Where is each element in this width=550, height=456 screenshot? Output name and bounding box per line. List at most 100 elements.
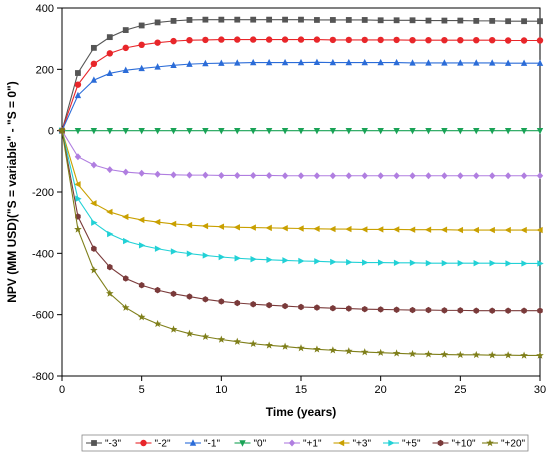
- data-point: [425, 59, 432, 66]
- data-point: [250, 58, 257, 66]
- data-point: [138, 41, 145, 48]
- data-point: [361, 127, 368, 135]
- data-point: [202, 16, 209, 23]
- series-group: [58, 127, 544, 180]
- data-point: [377, 259, 385, 266]
- data-point: [186, 127, 193, 135]
- data-point: [170, 290, 177, 298]
- data-point: [520, 172, 528, 180]
- data-point: [298, 257, 305, 265]
- data-point: [424, 350, 433, 358]
- data-point: [520, 37, 528, 44]
- data-point: [265, 36, 273, 43]
- data-point: [170, 61, 177, 69]
- data-point: [281, 58, 289, 66]
- data-point: [122, 27, 129, 33]
- data-point: [441, 259, 449, 267]
- data-point: [536, 226, 543, 234]
- data-point: [441, 172, 448, 180]
- data-point: [121, 303, 130, 311]
- legend-label: "+20": [501, 439, 526, 450]
- data-point: [74, 127, 82, 135]
- data-point: [536, 351, 544, 359]
- data-point: [472, 226, 479, 234]
- data-point: [106, 127, 113, 135]
- x-axis-title: Time (years): [266, 405, 336, 419]
- data-point: [441, 17, 448, 24]
- data-point: [537, 18, 543, 25]
- series-group: [59, 127, 544, 267]
- data-point: [393, 172, 400, 180]
- data-point: [281, 224, 288, 232]
- data-point: [441, 307, 448, 314]
- data-point: [409, 172, 416, 180]
- data-point: [122, 168, 129, 176]
- data-point: [202, 127, 209, 135]
- data-point: [424, 226, 432, 233]
- data-point: [281, 342, 289, 350]
- data-point: [138, 242, 146, 249]
- data-point: [329, 225, 336, 233]
- data-point: [408, 226, 416, 233]
- series-line: [61, 19, 540, 131]
- data-point: [154, 63, 161, 70]
- data-point: [58, 126, 66, 134]
- data-point: [138, 169, 145, 177]
- data-point: [504, 37, 512, 44]
- data-point: [138, 282, 145, 289]
- x-tick-label: 5: [139, 384, 145, 396]
- data-point: [170, 37, 177, 45]
- y-tick-label: -600: [32, 310, 54, 322]
- data-point: [489, 37, 496, 44]
- data-point: [106, 166, 113, 174]
- data-point: [154, 245, 162, 252]
- data-point: [138, 127, 145, 135]
- data-point: [234, 16, 241, 23]
- data-point: [536, 37, 544, 44]
- legend-marker: [91, 440, 97, 446]
- data-point: [361, 305, 368, 313]
- data-point: [457, 37, 464, 44]
- data-point: [473, 172, 480, 180]
- data-point: [90, 266, 98, 274]
- data-point: [282, 302, 288, 310]
- data-point: [74, 181, 81, 188]
- data-point: [408, 349, 417, 358]
- data-point: [298, 16, 304, 23]
- data-point: [217, 223, 225, 230]
- legend-marker: [288, 439, 296, 447]
- series-line: [61, 130, 540, 265]
- data-point: [234, 36, 241, 43]
- data-point: [185, 221, 193, 229]
- data-point: [537, 260, 544, 267]
- data-point: [170, 248, 178, 255]
- data-point: [265, 224, 272, 232]
- x-tick-label: 25: [454, 384, 466, 396]
- data-point: [106, 289, 114, 297]
- data-point: [313, 58, 321, 65]
- series-group: [58, 36, 544, 134]
- data-point: [185, 329, 194, 337]
- data-point: [234, 171, 241, 179]
- data-point: [313, 36, 321, 43]
- data-point: [345, 17, 352, 23]
- data-point: [202, 296, 209, 303]
- data-point: [457, 17, 464, 24]
- data-point: [345, 172, 352, 180]
- data-point: [457, 127, 464, 135]
- data-point: [489, 17, 496, 24]
- data-point: [106, 34, 113, 41]
- data-point: [488, 226, 495, 234]
- series-line: [61, 61, 540, 131]
- data-point: [75, 195, 82, 202]
- data-point: [504, 59, 512, 66]
- data-point: [75, 70, 81, 76]
- data-point: [202, 59, 209, 67]
- data-point: [456, 226, 464, 234]
- data-point: [74, 91, 82, 99]
- data-point: [202, 171, 209, 179]
- data-point: [90, 60, 98, 68]
- data-point: [329, 172, 337, 180]
- data-point: [457, 307, 464, 314]
